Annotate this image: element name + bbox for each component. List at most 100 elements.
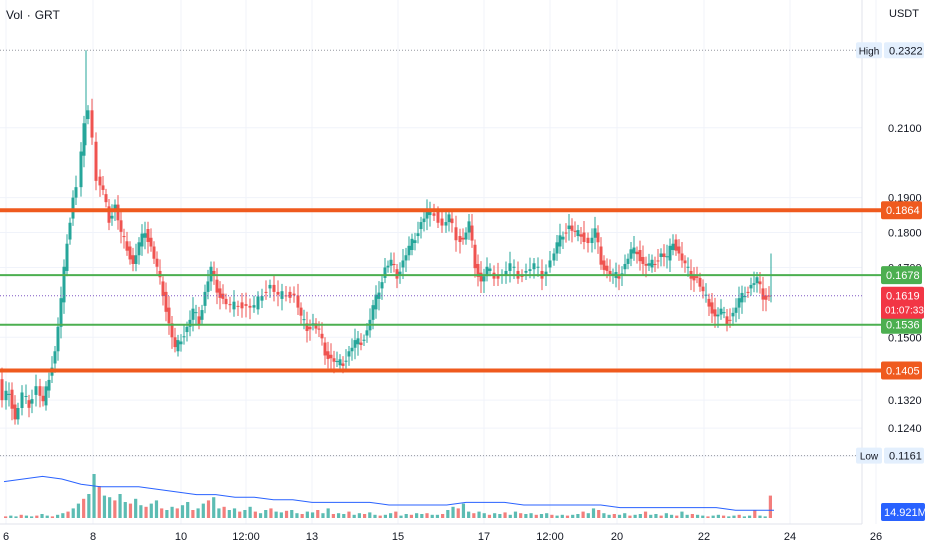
- candle-body: [413, 240, 417, 244]
- volume-bar: [685, 514, 689, 518]
- high-tag-bg: [856, 42, 882, 59]
- volume-bar: [643, 511, 648, 518]
- high-tag-label: High: [859, 46, 880, 57]
- candle-body: [454, 227, 458, 241]
- candle-body: [746, 291, 750, 293]
- candle-body: [731, 312, 735, 317]
- candle-body: [131, 255, 135, 264]
- candle-body: [280, 291, 284, 299]
- candle-body: [170, 323, 174, 338]
- volume-bar: [721, 515, 726, 518]
- candle-body: [356, 338, 360, 345]
- candle-body: [440, 218, 444, 226]
- candle-body: [182, 336, 186, 338]
- candle-body: [240, 302, 244, 309]
- volume-bar: [487, 514, 492, 518]
- candle-body: [377, 292, 381, 299]
- volume-bar: [441, 514, 445, 518]
- candle-body: [552, 253, 556, 261]
- candle-body: [593, 228, 597, 238]
- candle-body: [695, 276, 699, 278]
- volume-bar: [316, 510, 320, 518]
- candle-body: [464, 232, 468, 240]
- volume-bar: [399, 515, 403, 518]
- candle-body: [152, 246, 156, 259]
- candle-body: [292, 293, 296, 296]
- volume-bar: [14, 516, 18, 518]
- candle-body: [743, 296, 747, 298]
- candle-body: [137, 242, 141, 256]
- candle-body: [398, 271, 402, 275]
- volume-bar: [701, 515, 705, 518]
- volume-bar: [66, 511, 70, 518]
- candle-body: [548, 260, 552, 268]
- volume-ma-line: [3, 475, 774, 511]
- candle-body: [674, 239, 678, 251]
- candle-body: [317, 328, 321, 330]
- candle-body: [10, 389, 14, 409]
- volume-bar: [279, 512, 283, 518]
- candle-body: [419, 222, 423, 230]
- candle-body: [713, 309, 717, 317]
- volume-bar: [378, 515, 382, 518]
- candle-body: [728, 319, 732, 321]
- y-tick-label: 0.1500: [888, 332, 922, 344]
- candle-body: [302, 319, 306, 321]
- volume-bar: [565, 515, 570, 518]
- candle-body: [716, 314, 720, 317]
- volume-bar: [550, 514, 554, 518]
- candle-body: [53, 351, 57, 364]
- candle-body: [479, 272, 483, 282]
- countdown-label: 01:07:33: [885, 306, 924, 317]
- volume-bar: [248, 506, 252, 518]
- volume-bar: [498, 514, 502, 518]
- candle-body: [725, 316, 729, 325]
- candle-body: [94, 141, 98, 181]
- candle-body: [665, 256, 669, 258]
- low-value-label: 0.1161: [889, 451, 922, 463]
- candle-body: [536, 266, 540, 268]
- volume-bar: [586, 513, 590, 518]
- volume-bar: [295, 513, 299, 518]
- candle-body: [629, 249, 633, 259]
- volume-bar: [737, 514, 741, 518]
- candle-body: [485, 266, 489, 277]
- candle-body: [371, 305, 375, 320]
- current-price-bg: [881, 286, 924, 319]
- volume-bar: [659, 515, 663, 518]
- candle-body: [232, 301, 236, 310]
- candle-body: [586, 237, 590, 244]
- candle-body: [299, 307, 303, 316]
- candle-body: [329, 354, 333, 359]
- y-tick-label: 0.1240: [888, 423, 922, 435]
- volume-bar: [352, 514, 356, 518]
- volume-bar: [477, 511, 481, 518]
- candle-body: [86, 110, 90, 120]
- candle-body: [158, 270, 162, 278]
- volume-bar: [40, 514, 44, 518]
- volume-bar: [612, 514, 616, 518]
- volume-bar: [92, 474, 96, 518]
- candle-body: [272, 284, 276, 292]
- volume-bar: [727, 516, 731, 518]
- volume-bar: [576, 514, 580, 518]
- candle-body: [677, 246, 681, 254]
- volume-bar: [607, 514, 611, 518]
- candle-body: [353, 340, 357, 348]
- candle-body: [34, 386, 38, 395]
- candle-body: [41, 395, 45, 402]
- volume-bar: [19, 514, 23, 518]
- candle-body: [335, 361, 339, 363]
- volume-bar: [638, 514, 642, 518]
- volume-bar: [82, 498, 86, 518]
- candle-body: [203, 291, 207, 306]
- candle-body: [338, 359, 342, 366]
- level-label-bg: [881, 266, 922, 285]
- level-label: 0.1864: [886, 205, 920, 217]
- candle-body: [149, 237, 153, 247]
- candle-body: [608, 270, 612, 275]
- volume-bar: [175, 508, 179, 518]
- candle-body: [308, 326, 312, 330]
- candle-body: [68, 222, 72, 240]
